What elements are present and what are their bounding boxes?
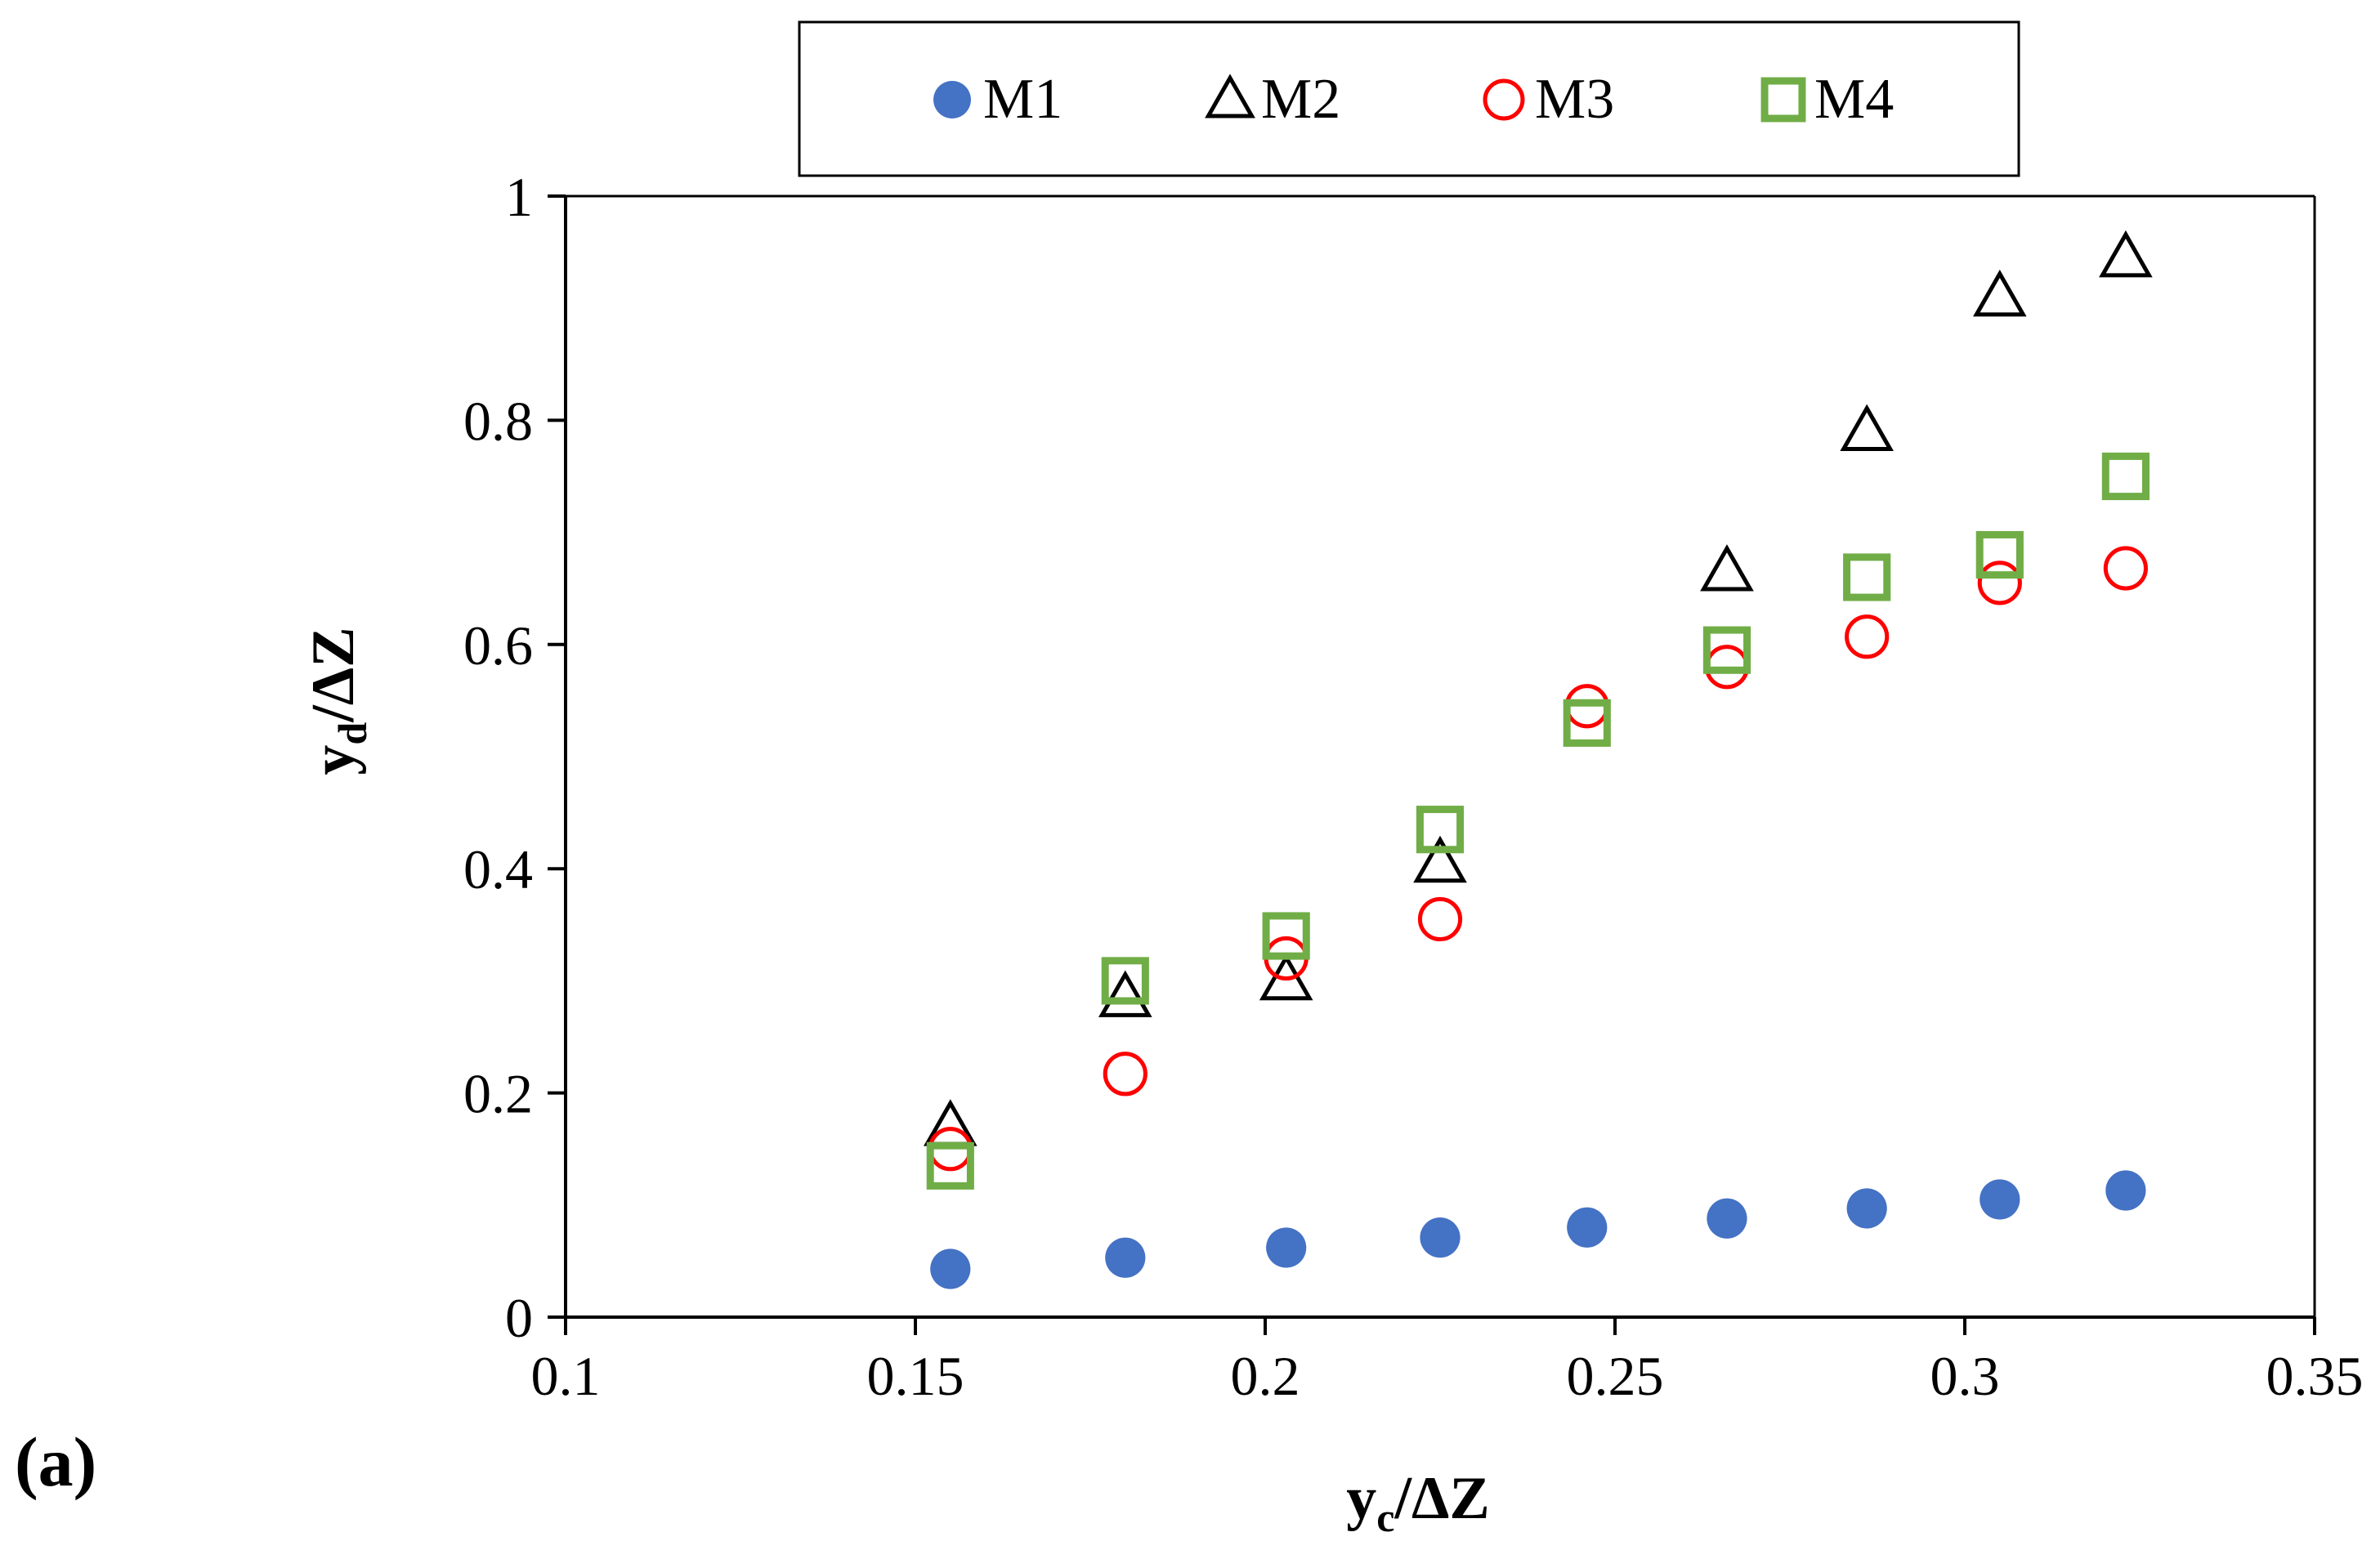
data-point-m2 (1972, 269, 2027, 317)
data-point-m1 (1980, 1179, 2020, 1220)
x-axis-title-sub: c (1376, 1494, 1394, 1540)
y-tick-label: 0.6 (463, 614, 533, 677)
data-point-m4 (1262, 912, 1310, 960)
x-axis-title-main: y (1346, 1465, 1376, 1532)
data-point-m2 (2099, 230, 2153, 278)
y-tick-label: 0.4 (463, 838, 533, 900)
data-point-m1 (1707, 1198, 1747, 1239)
x-axis-title-rest: /ΔZ (1394, 1465, 1489, 1532)
x-tick-label: 0.25 (1567, 1345, 1664, 1407)
legend-label-m2: M2 (1261, 68, 1340, 131)
data-point-m4 (1702, 626, 1751, 674)
x-tick-label: 0.1 (531, 1345, 601, 1407)
data-point-m3 (2103, 546, 2148, 591)
y-tick-label: 0 (505, 1287, 533, 1349)
data-markers (923, 230, 2153, 1289)
y-axis-title-sub: d (329, 722, 375, 745)
data-point-m1 (1105, 1237, 1146, 1278)
x-axis-title: yc/ΔZ (1346, 1465, 1490, 1540)
legend-label-m3: M3 (1535, 68, 1614, 131)
data-point-m2 (1840, 404, 1894, 451)
data-point-m1 (1567, 1207, 1608, 1248)
legend-box (798, 20, 2020, 177)
series-m4 (926, 452, 2150, 1190)
x-tick-label: 0.15 (867, 1345, 964, 1407)
legend-marker-m1 (933, 81, 971, 118)
data-point-m4 (1563, 699, 1611, 747)
data-point-m4 (1101, 957, 1149, 1005)
data-point-m1 (1266, 1227, 1307, 1268)
data-point-m3 (1103, 1052, 1148, 1097)
data-point-m4 (1843, 553, 1891, 601)
y-tick-label: 1 (505, 166, 533, 228)
legend-item-m1: M1 (933, 68, 1062, 131)
y-axis-title-rest: /ΔZ (300, 627, 367, 722)
legend-item-m3: M3 (1483, 68, 1614, 131)
y-axis-title-main: y (300, 745, 367, 775)
y-tick-label: 0.8 (463, 390, 533, 452)
x-tick-label: 0.2 (1231, 1345, 1300, 1407)
legend-label-m4: M4 (1814, 68, 1894, 131)
data-point-m3 (1845, 614, 1890, 659)
data-point-m4 (1416, 806, 1465, 854)
legend-label-m1: M1 (983, 68, 1062, 131)
data-point-m1 (2105, 1170, 2146, 1211)
legend-item-m4: M4 (1760, 68, 1894, 131)
data-point-m3 (1417, 896, 1463, 942)
data-point-m4 (1975, 530, 2024, 579)
data-point-m2 (1259, 953, 1313, 1001)
series-m3 (928, 546, 2148, 1172)
data-point-m2 (1098, 970, 1152, 1017)
series-m1 (930, 1170, 2146, 1289)
ticks: 0.1 0.15 0.2 0.25 0.3 0.35 0 0.2 0.4 0.6 0.8 1 (463, 166, 2364, 1407)
x-tick-label: 0.3 (1930, 1345, 2000, 1407)
data-point-m4 (926, 1141, 974, 1190)
panel-label: (a) (15, 1423, 96, 1501)
y-tick-label: 0.2 (463, 1063, 533, 1125)
legend-item-m2: M2 (1205, 68, 1340, 131)
data-point-m4 (2101, 452, 2150, 501)
data-point-m2 (1413, 835, 1467, 883)
data-point-m2 (1700, 544, 1754, 592)
x-tick-label: 0.35 (2266, 1345, 2364, 1407)
legend-marker-m4 (1760, 77, 1806, 123)
legend-marker-m2 (1205, 74, 1255, 118)
data-point-m1 (1420, 1217, 1461, 1258)
legend: M1 M2 M3 M4 (933, 68, 1894, 131)
axes (564, 194, 2316, 1319)
legend-marker-m3 (1483, 78, 1525, 121)
data-point-m3 (1977, 561, 2022, 605)
data-point-m1 (930, 1248, 971, 1289)
data-point-m1 (1846, 1188, 1887, 1229)
series-m2 (923, 230, 2153, 1146)
y-axis-title: yd/ΔZ (300, 627, 375, 775)
